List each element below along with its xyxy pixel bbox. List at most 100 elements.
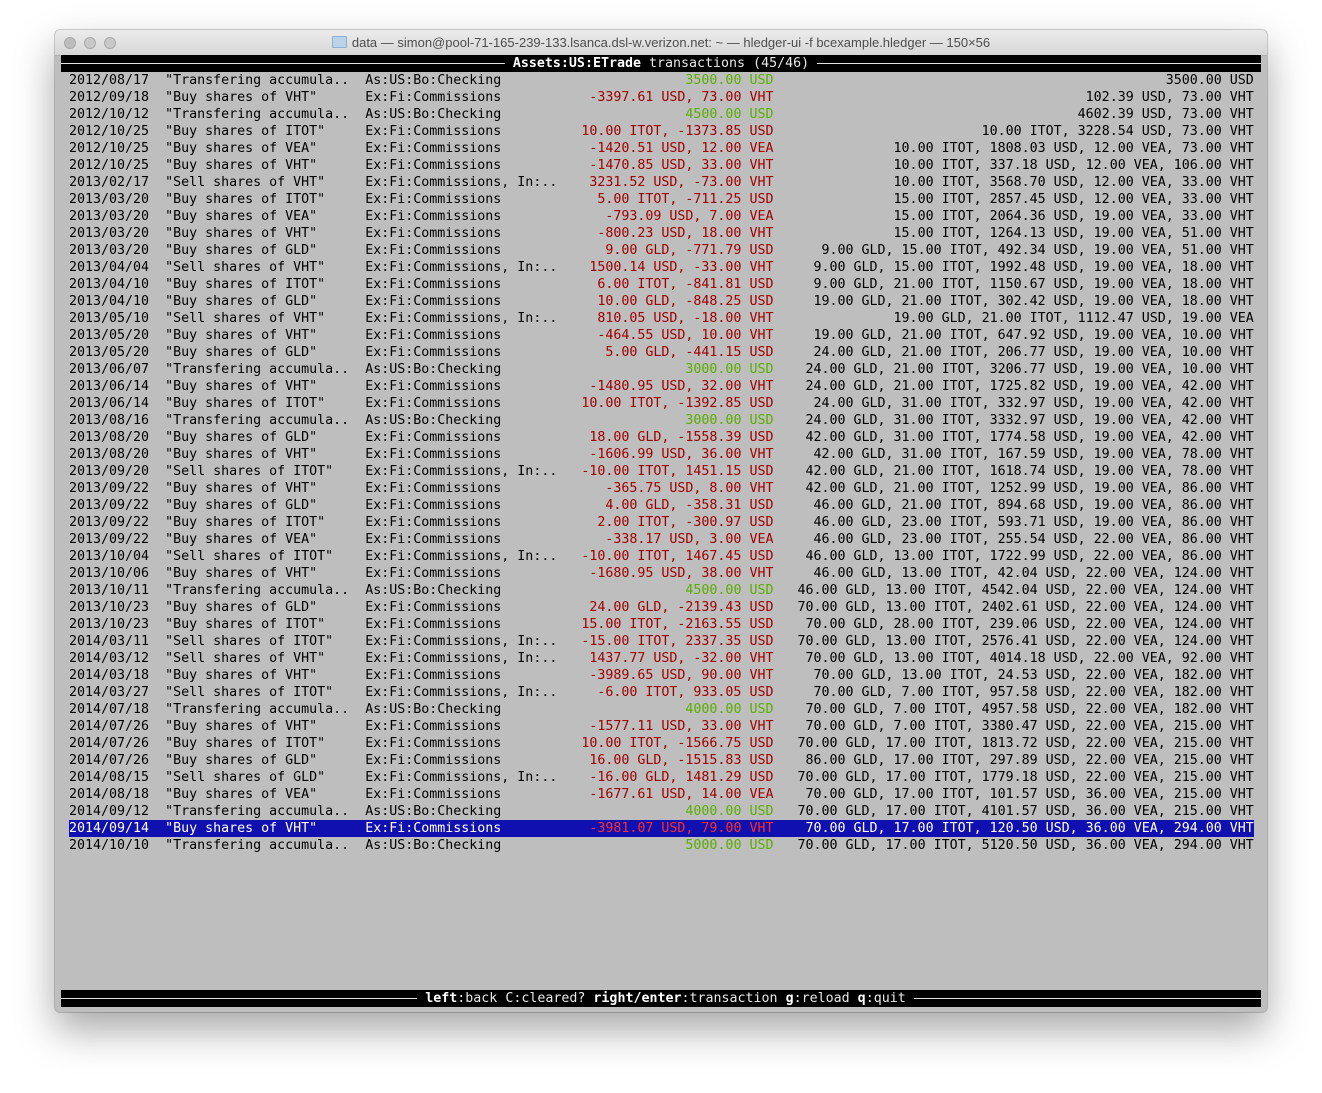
transaction-amount: 4500.00 USD	[685, 107, 774, 122]
transaction-accounts: As:US:Bo:Checking	[365, 702, 502, 717]
transaction-row[interactable]: 2014/07/26 "Buy shares of VHT" Ex:Fi:Commi…	[61, 718, 1261, 735]
transaction-row[interactable]: 2014/08/15 "Sell shares of GLD" Ex:Fi:Comm…	[61, 769, 1261, 786]
transaction-row[interactable]: 2014/03/12 "Sell shares of VHT" Ex:Fi:Comm…	[61, 650, 1261, 667]
transaction-row[interactable]: 2012/10/25 "Buy shares of ITOT" Ex:Fi:Comm…	[61, 123, 1261, 140]
transaction-date: 2014/03/18	[69, 668, 150, 683]
transaction-amount: 24.00 GLD, -2139.43 USD	[589, 600, 774, 615]
transaction-date: 2014/03/11	[69, 634, 150, 649]
transaction-row[interactable]: 2013/05/20 "Buy shares of GLD" Ex:Fi:Commi…	[61, 344, 1261, 361]
transaction-row[interactable]: 2013/10/11 "Transfering accumula.. As:US:B…	[61, 582, 1261, 599]
terminal-screen[interactable]: Assets:US:ETrade transactions (45/46) 20…	[61, 55, 1261, 1007]
transaction-amount: 4000.00 USD	[685, 702, 774, 717]
transaction-row[interactable]: 2014/07/26 "Buy shares of ITOT" Ex:Fi:Comm…	[61, 735, 1261, 752]
key-hints: left:back C:cleared? right/enter:transac…	[417, 990, 914, 1007]
transaction-description: "Sell shares of ITOT"	[165, 549, 334, 564]
minimize-button[interactable]	[84, 37, 96, 49]
transaction-row[interactable]: 2013/04/10 "Buy shares of GLD" Ex:Fi:Commi…	[61, 293, 1261, 310]
transaction-accounts: Ex:Fi:Commissions	[365, 294, 502, 309]
transaction-accounts: As:US:Bo:Checking	[365, 838, 502, 853]
transaction-row[interactable]: 2013/03/20 "Buy shares of VEA" Ex:Fi:Commi…	[61, 208, 1261, 225]
transaction-row[interactable]: 2012/10/12 "Transfering accumula.. As:US:B…	[61, 106, 1261, 123]
transaction-row[interactable]: 2013/04/04 "Sell shares of VHT" Ex:Fi:Comm…	[61, 259, 1261, 276]
transaction-row[interactable]: 2012/09/18 "Buy shares of VHT" Ex:Fi:Commi…	[61, 89, 1261, 106]
key-hint-separator: :	[681, 991, 690, 1006]
transaction-row[interactable]: 2013/06/07 "Transfering accumula.. As:US:B…	[61, 361, 1261, 378]
transaction-accounts: Ex:Fi:Commissions, In:..	[365, 464, 558, 479]
running-balance: 24.00 GLD, 21.00 ITOT, 1725.82 USD, 19.0…	[805, 379, 1254, 394]
transaction-row[interactable]: 2013/08/16 "Transfering accumula.. As:US:B…	[61, 412, 1261, 429]
transaction-accounts: Ex:Fi:Commissions	[365, 141, 502, 156]
transaction-amount: -1680.95 USD, 38.00 VHT	[589, 566, 774, 581]
transaction-date: 2014/07/26	[69, 736, 150, 751]
transaction-row[interactable]: 2013/04/10 "Buy shares of ITOT" Ex:Fi:Comm…	[61, 276, 1261, 293]
transaction-row[interactable]: 2013/09/20 "Sell shares of ITOT" Ex:Fi:Com…	[61, 463, 1261, 480]
transaction-row[interactable]: 2014/09/12 "Transfering accumula.. As:US:B…	[61, 803, 1261, 820]
transaction-row[interactable]: 2013/03/20 "Buy shares of VHT" Ex:Fi:Commi…	[61, 225, 1261, 242]
transaction-row[interactable]: 2013/05/20 "Buy shares of VHT" Ex:Fi:Commi…	[61, 327, 1261, 344]
transaction-accounts: Ex:Fi:Commissions	[365, 226, 502, 241]
transaction-accounts: Ex:Fi:Commissions, In:..	[365, 634, 558, 649]
transaction-row[interactable]: 2014/07/26 "Buy shares of GLD" Ex:Fi:Commi…	[61, 752, 1261, 769]
transaction-row[interactable]: 2013/08/20 "Buy shares of VHT" Ex:Fi:Commi…	[61, 446, 1261, 463]
transaction-accounts: Ex:Fi:Commissions	[365, 787, 502, 802]
close-button[interactable]	[64, 37, 76, 49]
transaction-description: "Transfering accumula..	[165, 583, 350, 598]
window-title-text: data — simon@pool-71-165-239-133.lsanca.…	[351, 35, 991, 50]
transaction-amount: -464.55 USD, 10.00 VHT	[597, 328, 774, 343]
running-balance: 70.00 GLD, 7.00 ITOT, 4957.58 USD, 22.00…	[805, 702, 1254, 717]
transaction-row[interactable]: 2012/10/25 "Buy shares of VHT" Ex:Fi:Commi…	[61, 157, 1261, 174]
running-balance: 70.00 GLD, 17.00 ITOT, 1779.18 USD, 22.0…	[797, 770, 1254, 785]
transaction-row[interactable]: 2013/09/22 "Buy shares of GLD" Ex:Fi:Commi…	[61, 497, 1261, 514]
transaction-row[interactable]: 2013/08/20 "Buy shares of GLD" Ex:Fi:Commi…	[61, 429, 1261, 446]
transaction-row[interactable]: 2013/03/20 "Buy shares of ITOT" Ex:Fi:Comm…	[61, 191, 1261, 208]
transaction-amount: -1470.85 USD, 33.00 VHT	[589, 158, 774, 173]
running-balance: 15.00 ITOT, 2857.45 USD, 12.00 VEA, 33.0…	[893, 192, 1254, 207]
transaction-description: "Buy shares of ITOT"	[165, 192, 326, 207]
transaction-amount: 5.00 GLD, -441.15 USD	[605, 345, 774, 360]
transaction-row[interactable]: 2013/02/17 "Sell shares of VHT" Ex:Fi:Comm…	[61, 174, 1261, 191]
transaction-row[interactable]: 2013/09/22 "Buy shares of VEA" Ex:Fi:Commi…	[61, 531, 1261, 548]
transaction-row[interactable]: 2013/09/22 "Buy shares of VHT" Ex:Fi:Commi…	[61, 480, 1261, 497]
transaction-date: 2013/10/04	[69, 549, 150, 564]
transaction-row[interactable]: 2013/06/14 "Buy shares of ITOT" Ex:Fi:Comm…	[61, 395, 1261, 412]
transaction-description: "Buy shares of ITOT"	[165, 736, 326, 751]
transaction-row[interactable]: 2013/06/14 "Buy shares of VHT" Ex:Fi:Commi…	[61, 378, 1261, 395]
transaction-row[interactable]: 2013/09/22 "Buy shares of ITOT" Ex:Fi:Comm…	[61, 514, 1261, 531]
transaction-description: "Buy shares of VHT"	[165, 668, 318, 683]
transaction-date: 2014/08/18	[69, 787, 150, 802]
transaction-date: 2013/03/20	[69, 209, 150, 224]
transaction-row[interactable]: 2014/10/10 "Transfering accumula.. As:US:B…	[61, 837, 1261, 854]
transaction-row[interactable]: 2013/10/23 "Buy shares of GLD" Ex:Fi:Commi…	[61, 599, 1261, 616]
transaction-date: 2013/09/22	[69, 515, 150, 530]
register-header: Assets:US:ETrade transactions (45/46)	[61, 55, 1261, 72]
transaction-row[interactable]: 2014/03/18 "Buy shares of VHT" Ex:Fi:Commi…	[61, 667, 1261, 684]
running-balance: 46.00 GLD, 13.00 ITOT, 1722.99 USD, 22.0…	[805, 549, 1254, 564]
transaction-row-selected[interactable]: 2014/09/14 "Buy shares of VHT" Ex:Fi:Commi…	[61, 820, 1261, 837]
transaction-row[interactable]: 2013/10/04 "Sell shares of ITOT" Ex:Fi:Com…	[61, 548, 1261, 565]
transaction-list[interactable]: 2012/08/17 "Transfering accumula.. As:US:B…	[61, 72, 1261, 854]
transaction-row[interactable]: 2014/03/27 "Sell shares of ITOT" Ex:Fi:Com…	[61, 684, 1261, 701]
transaction-amount: 5.00 ITOT, -711.25 USD	[597, 192, 774, 207]
transaction-row[interactable]: 2013/05/10 "Sell shares of VHT" Ex:Fi:Comm…	[61, 310, 1261, 327]
transaction-row[interactable]: 2012/10/25 "Buy shares of VEA" Ex:Fi:Commi…	[61, 140, 1261, 157]
transaction-amount: 18.00 GLD, -1558.39 USD	[589, 430, 774, 445]
zoom-button[interactable]	[104, 37, 116, 49]
transaction-accounts: Ex:Fi:Commissions	[365, 379, 502, 394]
transaction-amount: -3397.61 USD, 73.00 VHT	[589, 90, 774, 105]
transaction-description: "Transfering accumula..	[165, 804, 350, 819]
transaction-description: "Sell shares of ITOT"	[165, 464, 334, 479]
transaction-row[interactable]: 2013/10/23 "Buy shares of ITOT" Ex:Fi:Comm…	[61, 616, 1261, 633]
transaction-accounts: Ex:Fi:Commissions	[365, 481, 502, 496]
running-balance: 15.00 ITOT, 2064.36 USD, 19.00 VEA, 33.0…	[893, 209, 1254, 224]
transaction-row[interactable]: 2014/03/11 "Sell shares of ITOT" Ex:Fi:Com…	[61, 633, 1261, 650]
transaction-description: "Buy shares of ITOT"	[165, 396, 326, 411]
transaction-row[interactable]: 2014/08/18 "Buy shares of VEA" Ex:Fi:Commi…	[61, 786, 1261, 803]
transaction-accounts: Ex:Fi:Commissions	[365, 736, 502, 751]
transaction-row[interactable]: 2013/10/06 "Buy shares of VHT" Ex:Fi:Commi…	[61, 565, 1261, 582]
transaction-row[interactable]: 2014/07/18 "Transfering accumula.. As:US:B…	[61, 701, 1261, 718]
transaction-row[interactable]: 2012/08/17 "Transfering accumula.. As:US:B…	[61, 72, 1261, 89]
transaction-row[interactable]: 2013/03/20 "Buy shares of GLD" Ex:Fi:Commi…	[61, 242, 1261, 259]
running-balance: 70.00 GLD, 17.00 ITOT, 101.57 USD, 36.00…	[805, 787, 1254, 802]
transaction-amount: 16.00 GLD, -1515.83 USD	[589, 753, 774, 768]
transaction-amount: -10.00 ITOT, 1451.15 USD	[581, 464, 774, 479]
